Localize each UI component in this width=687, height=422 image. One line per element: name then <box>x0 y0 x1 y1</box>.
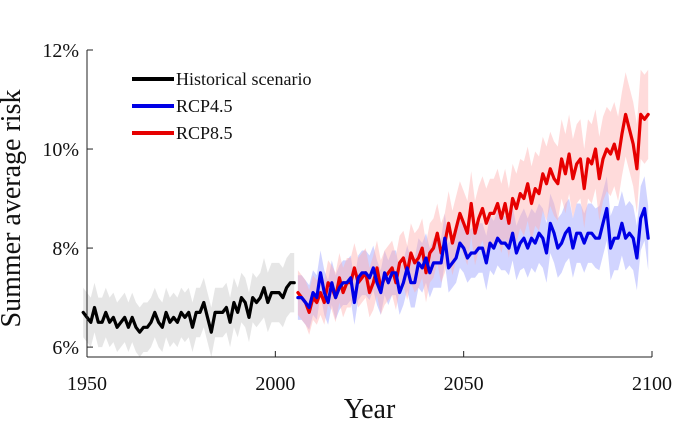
axes <box>86 50 652 358</box>
series-lines <box>81 112 650 334</box>
y-axis-title: Summer average risk <box>0 90 27 328</box>
y-tick-label: 6% <box>52 337 79 359</box>
legend-label: Historical scenario <box>176 69 311 89</box>
confidence-band <box>297 69 649 335</box>
series-line <box>296 112 650 314</box>
series-line <box>81 281 296 334</box>
legend-label: RCP4.5 <box>176 96 233 116</box>
x-tick-label: 2000 <box>255 373 295 395</box>
x-axis-title: Year <box>344 394 396 422</box>
y-tick-label: 12% <box>42 40 79 62</box>
y-tick-label: 8% <box>52 238 79 260</box>
confidence-band <box>83 253 295 357</box>
x-tick-label: 1950 <box>67 373 107 395</box>
ticks: 1950 2000 2050 2100 6% 8% 10% 12% <box>42 40 672 395</box>
legend: Historical scenario RCP4.5 RCP8.5 <box>132 69 311 143</box>
series-line <box>296 206 650 310</box>
x-tick-label: 2100 <box>632 373 672 395</box>
legend-label: RCP8.5 <box>176 123 233 143</box>
x-tick-label: 2050 <box>444 373 484 395</box>
y-tick-label: 10% <box>42 139 79 161</box>
